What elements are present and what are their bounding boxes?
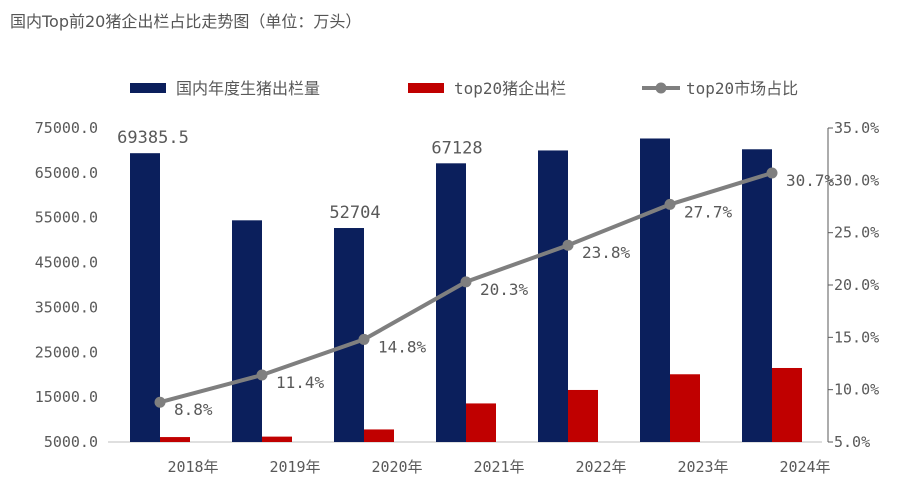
legend-swatch-top20	[408, 83, 444, 93]
y-left-tick-label: 35000.0	[35, 298, 98, 316]
bar-total-3	[334, 228, 364, 442]
x-tick-label: 2023年	[677, 458, 728, 476]
legend-label-top20: top20猪企出栏	[454, 79, 566, 98]
y-right-tick-label: 30.0%	[834, 171, 879, 189]
legend-label-share: top20市场占比	[686, 79, 798, 98]
bar-total-data-label: 69385.5	[117, 128, 189, 148]
y-left-tick-label: 55000.0	[35, 209, 98, 227]
bar-total-5	[538, 150, 568, 443]
legend-label-total: 国内年度生猪出栏量	[176, 79, 320, 98]
x-tick-label: 2018年	[167, 458, 218, 476]
x-tick-label: 2021年	[473, 458, 524, 476]
share-data-label: 23.8%	[582, 243, 631, 262]
x-tick-label: 2022年	[575, 458, 626, 476]
y-left-tick-label: 5000.0	[44, 433, 98, 451]
share-data-label: 30.7%	[786, 171, 835, 190]
share-point-5	[562, 239, 574, 251]
legend-swatch-share-marker	[655, 82, 667, 94]
y-right-tick-label: 10.0%	[834, 381, 879, 399]
bar-total-1	[130, 153, 160, 442]
y-left-tick-label: 65000.0	[35, 164, 98, 182]
y-left-tick-label: 15000.0	[35, 388, 98, 406]
bar-total-data-label: 52704	[329, 203, 380, 223]
bar-total-6	[640, 138, 670, 442]
bar-top20-1	[160, 437, 190, 442]
bar-top20-5	[568, 389, 598, 442]
y-right-tick-label: 5.0%	[834, 433, 870, 451]
x-tick-label: 2020年	[371, 458, 422, 476]
y-left-tick-label: 75000.0	[35, 119, 98, 137]
bar-top20-7	[772, 367, 802, 442]
x-tick-label: 2019年	[269, 458, 320, 476]
share-point-4	[460, 276, 472, 288]
share-data-label: 27.7%	[684, 202, 733, 221]
y-left-tick-label: 25000.0	[35, 343, 98, 361]
bar-top20-6	[670, 374, 700, 442]
bar-total-data-label: 67128	[431, 138, 482, 158]
legend-swatch-total	[130, 83, 166, 93]
share-point-3	[358, 333, 370, 345]
bar-total-7	[742, 149, 772, 443]
y-right-tick-label: 20.0%	[834, 276, 879, 294]
y-left-tick-label: 45000.0	[35, 254, 98, 272]
share-point-7	[766, 167, 778, 179]
bar-top20-3	[364, 429, 394, 442]
y-right-tick-label: 35.0%	[834, 119, 879, 137]
bar-top20-4	[466, 403, 496, 442]
bar-total-2	[232, 220, 262, 442]
share-data-label: 14.8%	[378, 337, 427, 356]
share-point-2	[256, 369, 268, 381]
share-data-label: 11.4%	[276, 373, 325, 392]
bar-top20-2	[262, 436, 292, 442]
share-data-label: 20.3%	[480, 280, 529, 299]
bar-total-4	[436, 163, 466, 443]
share-point-6	[664, 198, 676, 210]
y-right-tick-label: 25.0%	[834, 224, 879, 242]
x-tick-label: 2024年	[779, 458, 830, 476]
share-data-label: 8.8%	[174, 400, 213, 419]
share-point-1	[154, 396, 166, 408]
chart-title: 国内Top前20猪企出栏占比走势图（单位：万头）	[10, 12, 362, 31]
y-right-tick-label: 15.0%	[834, 328, 879, 346]
